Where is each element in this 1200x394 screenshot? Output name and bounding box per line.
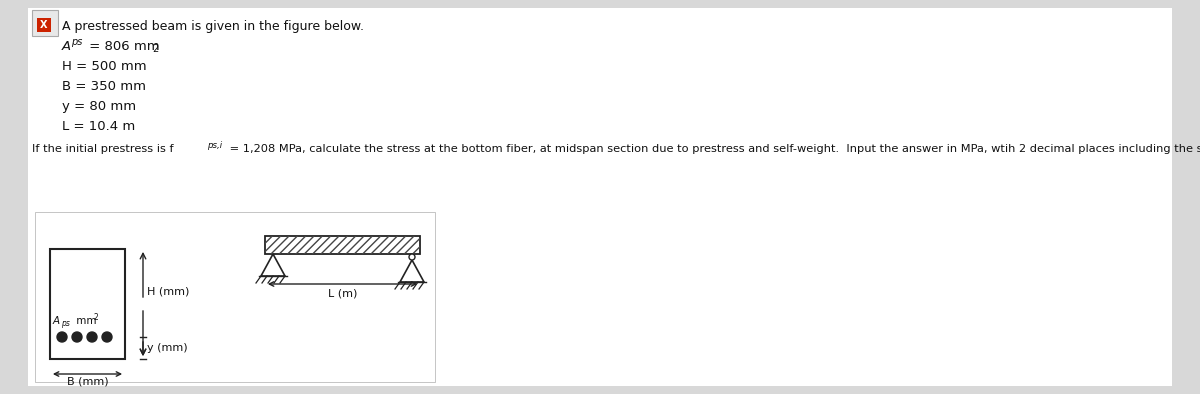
Text: 2: 2 — [152, 44, 158, 54]
Text: A prestressed beam is given in the figure below.: A prestressed beam is given in the figur… — [62, 20, 364, 33]
Bar — [35, 212, 436, 382]
Text: A: A — [62, 40, 71, 53]
Circle shape — [72, 332, 82, 342]
Text: 2: 2 — [94, 312, 97, 322]
Bar — [265, 236, 420, 254]
Bar — [50, 249, 125, 359]
Text: y (mm): y (mm) — [148, 343, 187, 353]
Circle shape — [88, 332, 97, 342]
Text: y = 80 mm: y = 80 mm — [62, 100, 136, 113]
Text: ps: ps — [71, 37, 83, 47]
Circle shape — [58, 332, 67, 342]
Text: H = 500 mm: H = 500 mm — [62, 60, 146, 73]
Bar — [37, 18, 50, 32]
Text: L (m): L (m) — [328, 288, 358, 298]
Circle shape — [409, 254, 415, 260]
Bar — [265, 236, 420, 254]
Text: B (mm): B (mm) — [67, 377, 108, 387]
Text: = 1,208 MPa, calculate the stress at the bottom fiber, at midspan section due to: = 1,208 MPa, calculate the stress at the… — [226, 144, 1200, 154]
Text: If the initial prestress is f: If the initial prestress is f — [32, 144, 174, 154]
Text: H (mm): H (mm) — [148, 286, 190, 296]
Circle shape — [102, 332, 112, 342]
Text: ps,i: ps,i — [208, 141, 222, 150]
Text: ps: ps — [61, 320, 70, 329]
Polygon shape — [400, 260, 424, 282]
Text: X: X — [41, 20, 48, 30]
Bar — [32, 10, 58, 36]
Text: L = 10.4 m: L = 10.4 m — [62, 120, 136, 133]
Text: = 806 mm: = 806 mm — [85, 40, 160, 53]
Text: B = 350 mm: B = 350 mm — [62, 80, 146, 93]
Polygon shape — [262, 254, 286, 276]
Text: mm: mm — [73, 316, 96, 326]
Text: A: A — [53, 316, 60, 326]
